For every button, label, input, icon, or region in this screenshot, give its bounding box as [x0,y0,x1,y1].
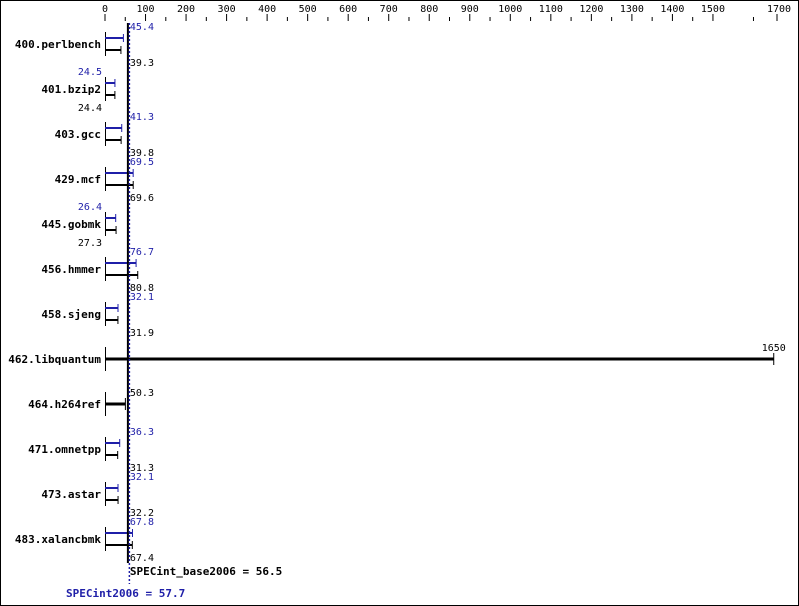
x-tick-label: 1100 [539,4,563,15]
x-tick-label: 500 [299,4,317,15]
peak-value-label: 36.3 [130,427,154,438]
x-tick-label: 0 [102,4,108,15]
category-label: 458.sjeng [41,308,101,321]
peak-value-label: 24.5 [78,67,102,78]
base-value-label: 31.9 [130,328,154,339]
base-value-label: 39.3 [130,58,154,69]
category-label: 403.gcc [55,128,101,141]
peak-value-label: 45.4 [130,22,154,33]
base-value-label: 80.8 [130,283,154,294]
base-value-label: 31.3 [130,463,154,474]
x-tick-label: 900 [461,4,479,15]
category-label: 483.xalancbmk [15,533,101,546]
category-label: 473.astar [41,488,101,501]
peak-value-label: 32.1 [130,472,154,483]
peak-value-label: 26.4 [78,202,102,213]
base-value-label: 1650 [762,343,786,354]
peak-value-label: 32.1 [130,292,154,303]
peak-value-label: 67.8 [130,517,154,528]
base-value-label: 24.4 [78,103,102,114]
base-value-label: 27.3 [78,238,102,249]
x-tick-label: 1300 [620,4,644,15]
category-label: 462.libquantum [8,353,101,366]
category-label: 400.perlbench [15,38,101,51]
base-value-label: 69.6 [130,193,154,204]
x-tick-label: 1700 [767,4,791,15]
x-tick-label: 600 [339,4,357,15]
x-tick-label: 700 [380,4,398,15]
base-value-label: 32.2 [130,508,154,519]
base-value-label: 67.4 [130,553,154,564]
x-tick-label: 800 [420,4,438,15]
base-value-label: 39.8 [130,148,154,159]
peak-mean-label: SPECint2006 = 57.7 [66,587,185,600]
x-tick-label: 100 [136,4,154,15]
peak-value-label: 76.7 [130,247,154,258]
x-tick-label: 200 [177,4,195,15]
category-label: 456.hmmer [41,263,101,276]
peak-value-label: 41.3 [130,112,154,123]
category-label: 471.omnetpp [28,443,101,456]
x-tick-label: 1200 [579,4,603,15]
peak-value-label: 69.5 [130,157,154,168]
x-tick-label: 1000 [498,4,522,15]
category-label: 401.bzip2 [41,83,101,96]
x-tick-label: 1400 [660,4,684,15]
x-tick-label: 400 [258,4,276,15]
base-mean-label: SPECint_base2006 = 56.5 [130,565,282,578]
base-value-label: 50.3 [130,388,154,399]
x-tick-label: 300 [218,4,236,15]
category-label: 429.mcf [55,173,101,186]
category-label: 464.h264ref [28,398,101,411]
category-label: 445.gobmk [41,218,101,231]
x-tick-label: 1500 [701,4,725,15]
